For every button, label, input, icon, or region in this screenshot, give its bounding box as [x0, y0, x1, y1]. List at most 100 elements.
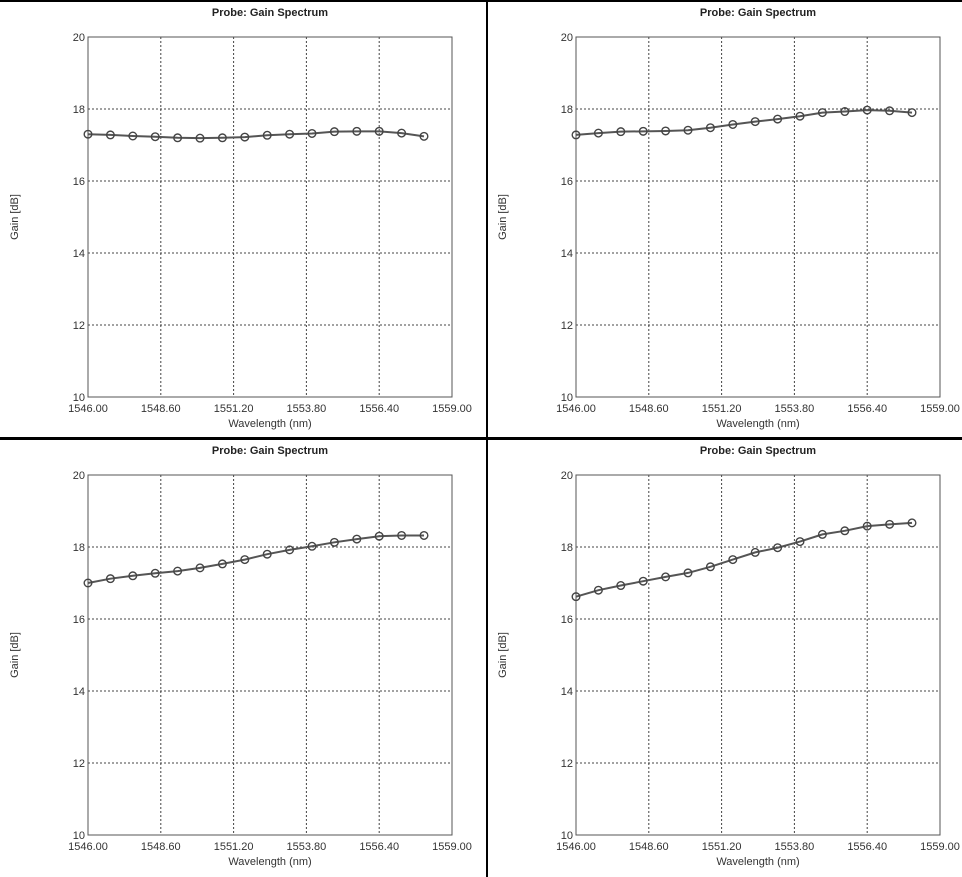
x-tick-label: 1559.00	[432, 403, 472, 415]
x-tick-label: 1553.80	[287, 403, 327, 415]
x-tick-label: 1556.40	[359, 841, 399, 853]
x-tick-label: 1553.80	[287, 841, 327, 853]
y-tick-label: 18	[73, 542, 85, 554]
plot-area	[576, 475, 940, 835]
y-tick-label: 18	[561, 542, 573, 554]
data-point	[217, 559, 227, 569]
data-point	[285, 129, 295, 139]
data-point	[352, 534, 362, 544]
chart-title: Probe: Gain Spectrum	[700, 445, 816, 457]
data-point	[352, 126, 362, 136]
data-point	[638, 126, 648, 136]
chart-title: Probe: Gain Spectrum	[700, 7, 816, 19]
plot-frame	[575, 474, 941, 836]
data-point	[83, 578, 93, 588]
gain-spectrum-chart: Probe: Gain Spectrum 1546.00 1548.60 1551.2…	[497, 7, 960, 430]
data-point	[773, 543, 783, 553]
plot-frame	[575, 36, 941, 398]
y-tick-label: 10	[73, 830, 85, 842]
data-point	[262, 130, 272, 140]
top-border	[0, 0, 962, 2]
x-axis-label: Wavelength (nm)	[716, 418, 799, 430]
data-point	[885, 519, 895, 529]
plot-area	[88, 37, 452, 397]
data-point	[173, 133, 183, 143]
y-tick-label: 20	[73, 32, 85, 44]
data-point	[593, 128, 603, 138]
data-point	[683, 125, 693, 135]
y-tick-label: 14	[561, 248, 573, 260]
horizontal-divider	[0, 437, 962, 440]
plot-area	[576, 37, 940, 397]
data-point	[817, 529, 827, 539]
data-point	[419, 530, 429, 540]
gain-spectrum-chart: Probe: Gain Spectrum 1546.00 1548.60 1551.2…	[497, 445, 960, 868]
data-point	[329, 127, 339, 137]
y-tick-label: 12	[73, 320, 85, 332]
data-point	[419, 131, 429, 141]
data-point	[840, 526, 850, 536]
data-point	[397, 530, 407, 540]
x-tick-label: 1553.80	[775, 403, 815, 415]
y-tick-label: 10	[561, 830, 573, 842]
chart-title: Probe: Gain Spectrum	[212, 445, 328, 457]
data-point	[907, 518, 917, 528]
data-point	[571, 130, 581, 140]
data-point	[217, 133, 227, 143]
data-point	[307, 541, 317, 551]
series-line	[575, 109, 913, 136]
chart-title: Probe: Gain Spectrum	[212, 7, 328, 19]
series-line	[87, 534, 424, 584]
data-point	[638, 576, 648, 586]
y-axis-label: Gain [dB]	[9, 632, 21, 678]
data-point	[683, 568, 693, 578]
data-point	[173, 566, 183, 576]
data-point	[240, 555, 250, 565]
plot-frame	[87, 474, 453, 836]
data-point	[705, 562, 715, 572]
x-tick-label: 1548.60	[141, 403, 181, 415]
data-point	[150, 132, 160, 142]
y-axis-label: Gain [dB]	[497, 194, 509, 240]
data-point	[862, 521, 872, 531]
x-tick-label: 1546.00	[68, 841, 108, 853]
y-tick-label: 12	[561, 758, 573, 770]
data-point	[795, 537, 805, 547]
x-tick-label: 1551.20	[214, 403, 254, 415]
data-point	[374, 126, 384, 136]
x-tick-label: 1548.60	[629, 841, 669, 853]
data-point	[195, 133, 205, 143]
x-axis-label: Wavelength (nm)	[716, 856, 799, 868]
y-tick-label: 16	[73, 614, 85, 626]
y-tick-label: 20	[561, 32, 573, 44]
y-tick-label: 14	[73, 686, 85, 698]
plot-area	[88, 475, 452, 835]
y-tick-label: 20	[73, 470, 85, 482]
data-point	[374, 531, 384, 541]
data-point	[571, 592, 581, 602]
y-tick-label: 14	[561, 686, 573, 698]
x-tick-label: 1556.40	[847, 403, 887, 415]
y-tick-label: 20	[561, 470, 573, 482]
data-point	[885, 106, 895, 116]
y-tick-label: 18	[561, 104, 573, 116]
data-point	[750, 117, 760, 127]
data-point	[397, 128, 407, 138]
x-tick-label: 1546.00	[556, 403, 596, 415]
x-tick-label: 1551.20	[702, 841, 742, 853]
y-tick-label: 16	[73, 176, 85, 188]
chart-panel-bottom-left: Probe: Gain Spectrum 1546.00 1548.60 1551.2…	[0, 438, 481, 876]
data-point	[705, 123, 715, 133]
data-point	[593, 585, 603, 595]
data-point	[817, 108, 827, 118]
x-tick-label: 1548.60	[629, 403, 669, 415]
chart-panel-top-left: Probe: Gain Spectrum 1546.00 1548.60 1551.2…	[0, 0, 481, 438]
gain-spectrum-chart: Probe: Gain Spectrum 1546.00 1548.60 1551.2…	[9, 445, 472, 868]
x-tick-label: 1559.00	[920, 403, 960, 415]
data-point	[728, 119, 738, 129]
x-axis-label: Wavelength (nm)	[228, 418, 311, 430]
x-tick-label: 1553.80	[775, 841, 815, 853]
gain-spectrum-chart: Probe: Gain Spectrum 1546.00 1548.60 1551.2…	[9, 7, 472, 430]
data-point	[240, 132, 250, 142]
x-tick-label: 1546.00	[556, 841, 596, 853]
